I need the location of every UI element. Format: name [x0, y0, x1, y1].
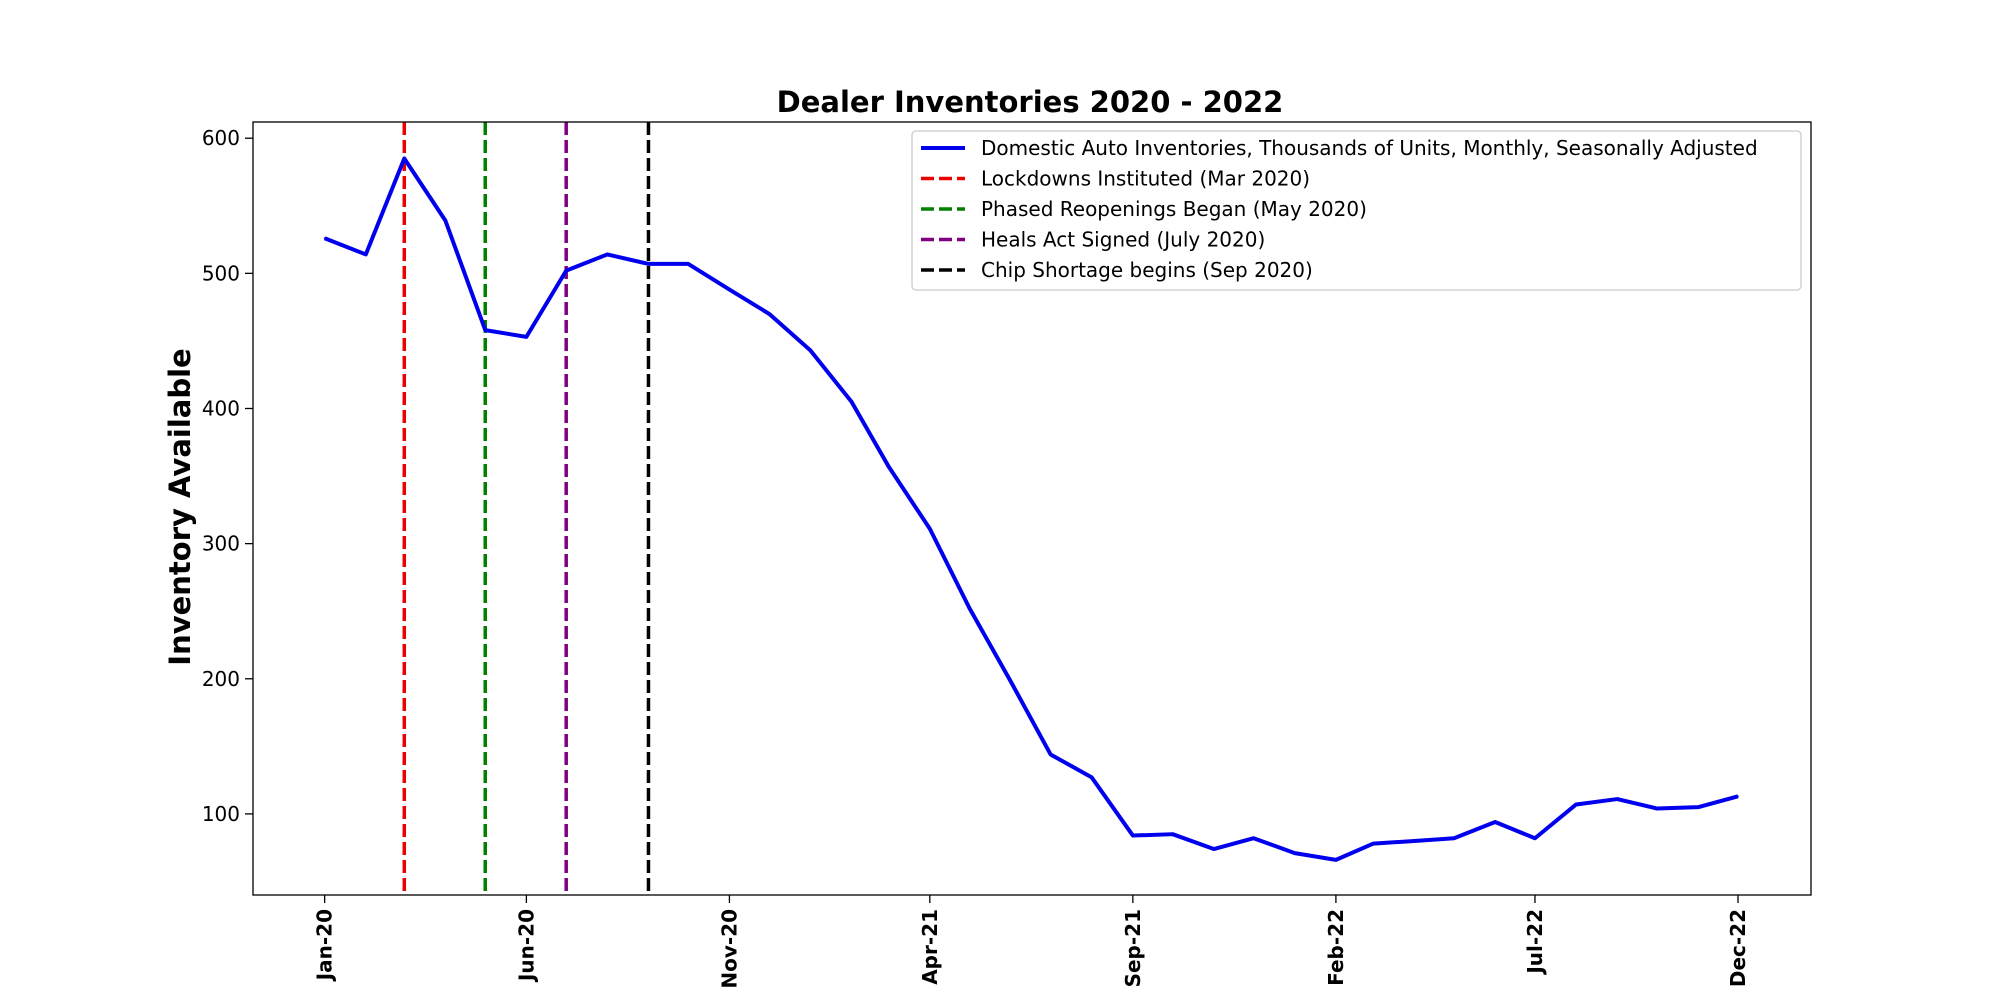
data-point [1335, 859, 1337, 861]
data-point [1656, 807, 1658, 810]
x-axis-ticks: Jan-20 Jun-20 Nov-20 Apr-21 Sep-21 Feb-22 Jul-… [313, 895, 1750, 989]
y-tick-label: 200 [202, 667, 240, 691]
x-tick-label: Dec-22 [1726, 909, 1750, 987]
data-point [1090, 776, 1093, 779]
data-point [1697, 806, 1699, 808]
event-lines [402, 122, 651, 895]
data-point [1049, 753, 1052, 756]
chart-title: Dealer Inventories 2020 - 2022 [777, 85, 1284, 119]
legend-label-1: Lockdowns Instituted (Mar 2020) [981, 167, 1310, 191]
data-point [444, 219, 447, 222]
data-point [1534, 837, 1536, 840]
data-point [850, 400, 853, 403]
legend-label-2: Phased Reopenings Began (May 2020) [981, 197, 1367, 221]
legend-label-4: Chip Shortage begins (Sep 2020) [981, 258, 1313, 282]
data-point [1616, 798, 1619, 800]
x-tick-label: Jul-22 [1523, 909, 1547, 976]
x-tick-label: Sep-21 [1121, 909, 1145, 987]
data-point [968, 607, 971, 610]
data-point [323, 237, 326, 240]
x-tick-label: Nov-20 [717, 909, 741, 989]
legend: Domestic Auto Inventories, Thousands of … [911, 130, 1802, 291]
data-point [768, 313, 771, 315]
x-tick-label: Jan-20 [313, 909, 337, 982]
y-tick-label: 400 [202, 396, 240, 420]
data-point [809, 349, 812, 352]
data-point [929, 527, 931, 530]
x-tick-label: Feb-22 [1324, 909, 1348, 986]
legend-label-0: Domestic Auto Inventories, Thousands of … [981, 136, 1758, 160]
series-line-0 [323, 156, 1739, 862]
y-tick-label: 600 [202, 126, 240, 150]
data-point [687, 263, 690, 265]
y-axis-ticks: 100 200 300 400 500 600 [202, 126, 253, 826]
legend-label-3: Heals Act Signed (July 2020) [981, 228, 1265, 252]
data-point [1737, 795, 1739, 798]
y-tick-label: 300 [202, 532, 240, 556]
data-point [647, 263, 650, 265]
data-point [403, 157, 406, 160]
data-point [1413, 840, 1416, 842]
data-point [484, 329, 487, 331]
data-point [1252, 837, 1255, 840]
y-tick-label: 500 [202, 261, 240, 285]
data-point [1171, 833, 1174, 835]
data-point [1009, 680, 1012, 683]
plot-frame [252, 121, 1812, 896]
data-point [565, 269, 567, 272]
data-point [1213, 848, 1215, 850]
data-point [1132, 834, 1134, 837]
series-layer [323, 156, 1739, 862]
data-point [525, 336, 528, 338]
data-point [1293, 852, 1296, 854]
data-point [606, 253, 609, 256]
data-point [365, 253, 367, 256]
data-point [1575, 803, 1577, 806]
x-tick-label: Apr-21 [918, 909, 942, 985]
data-point [728, 288, 731, 291]
y-tick-label: 100 [202, 802, 240, 826]
data-point [887, 465, 890, 468]
x-tick-label: Jun-20 [514, 909, 538, 983]
data-point [1372, 842, 1374, 845]
y-axis-label: Inventory Available [163, 348, 197, 665]
data-point [1494, 821, 1496, 823]
data-point [1453, 837, 1455, 840]
legend-box [911, 130, 1802, 291]
